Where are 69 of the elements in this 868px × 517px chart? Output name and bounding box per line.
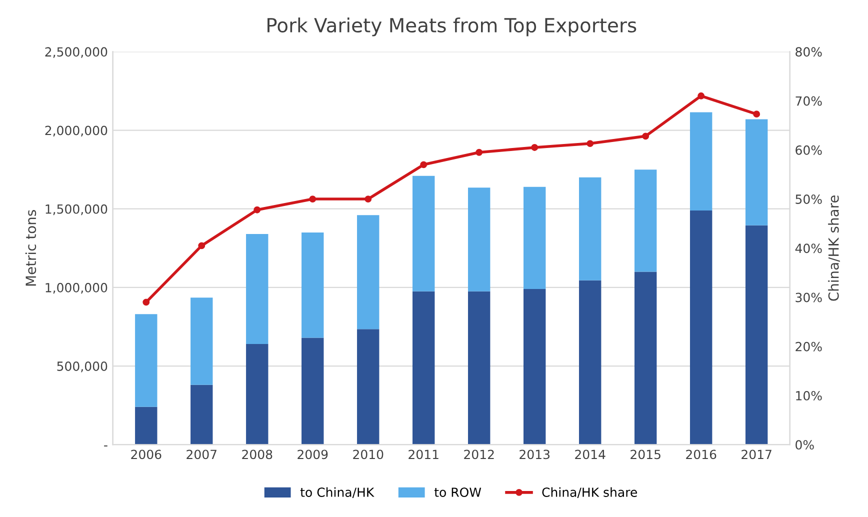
x-tick-label: 2006	[131, 450, 162, 460]
point	[254, 206, 261, 214]
bar	[246, 234, 268, 344]
bar	[579, 280, 602, 445]
bar	[524, 186, 546, 290]
x-tick-label: 2015	[630, 450, 660, 460]
bar	[190, 298, 213, 385]
point	[698, 92, 705, 100]
bar	[745, 119, 768, 226]
bar	[634, 272, 657, 445]
point	[642, 132, 650, 140]
y-axis-title: Metric tons	[25, 210, 36, 286]
y-tick-label: 1,500,000	[46, 204, 108, 216]
x-tick-label: 2010	[353, 450, 384, 460]
y-tick-label: 1,000,000	[46, 282, 108, 294]
x-tick-label: 2011	[408, 450, 438, 460]
point	[476, 148, 483, 156]
bar	[468, 291, 490, 445]
y-tick-label: 2,500,000	[45, 47, 108, 58]
bar	[690, 210, 712, 445]
x-tick-label: 2008	[242, 450, 272, 460]
y2-axis-title: China/HK share	[828, 195, 840, 301]
bar	[690, 112, 712, 210]
bar	[357, 329, 380, 445]
bar	[579, 177, 602, 280]
x-tick-label: 2013	[520, 450, 550, 460]
bar	[190, 384, 213, 445]
y-tick-label: -	[104, 445, 108, 446]
point	[420, 161, 428, 168]
x-tick-label: 2012	[464, 450, 494, 460]
x-tick-label: 2009	[298, 450, 328, 460]
y2-tick-label: 70%	[796, 96, 822, 106]
y2-tick-label: 0%	[796, 440, 814, 450]
x-tick-label: 2007	[186, 450, 216, 460]
y2-tick-label: 10%	[796, 390, 822, 400]
y2-tick-label: 50%	[796, 194, 822, 204]
chart-title: Pork Variety Meats from Top Exporters	[268, 17, 636, 36]
bar	[302, 232, 324, 338]
y-tick-label: 500,000	[57, 362, 108, 372]
bar	[135, 314, 158, 407]
y2-tick-label: 80%	[796, 47, 822, 57]
bar	[412, 176, 435, 292]
bar	[745, 225, 768, 445]
point	[364, 196, 372, 203]
y-tick-label: 2,000,000	[45, 126, 108, 136]
legend-label: to China/HK	[300, 487, 374, 498]
bar	[357, 215, 380, 330]
y2-tick-label: 30%	[796, 292, 822, 302]
bar	[302, 338, 324, 445]
bar	[634, 170, 657, 272]
y2-tick-label: 20%	[796, 342, 822, 352]
point	[531, 144, 538, 151]
point	[309, 196, 316, 203]
legend-label: to ROW	[434, 488, 482, 497]
x-tick-label: 2014	[575, 450, 606, 460]
point	[753, 110, 760, 118]
point	[198, 242, 206, 250]
x-tick-label: 2017	[742, 450, 772, 460]
point	[142, 298, 150, 306]
x-tick-label: 2016	[686, 450, 716, 460]
bar	[246, 344, 268, 445]
legend-label: China/HK share	[542, 487, 637, 498]
bar	[135, 406, 158, 445]
bar	[412, 291, 435, 445]
y2-tick-label: 40%	[795, 244, 822, 254]
y2-tick-label: 60%	[796, 145, 822, 155]
point	[586, 140, 594, 148]
bar	[468, 188, 490, 292]
bar	[524, 289, 546, 445]
